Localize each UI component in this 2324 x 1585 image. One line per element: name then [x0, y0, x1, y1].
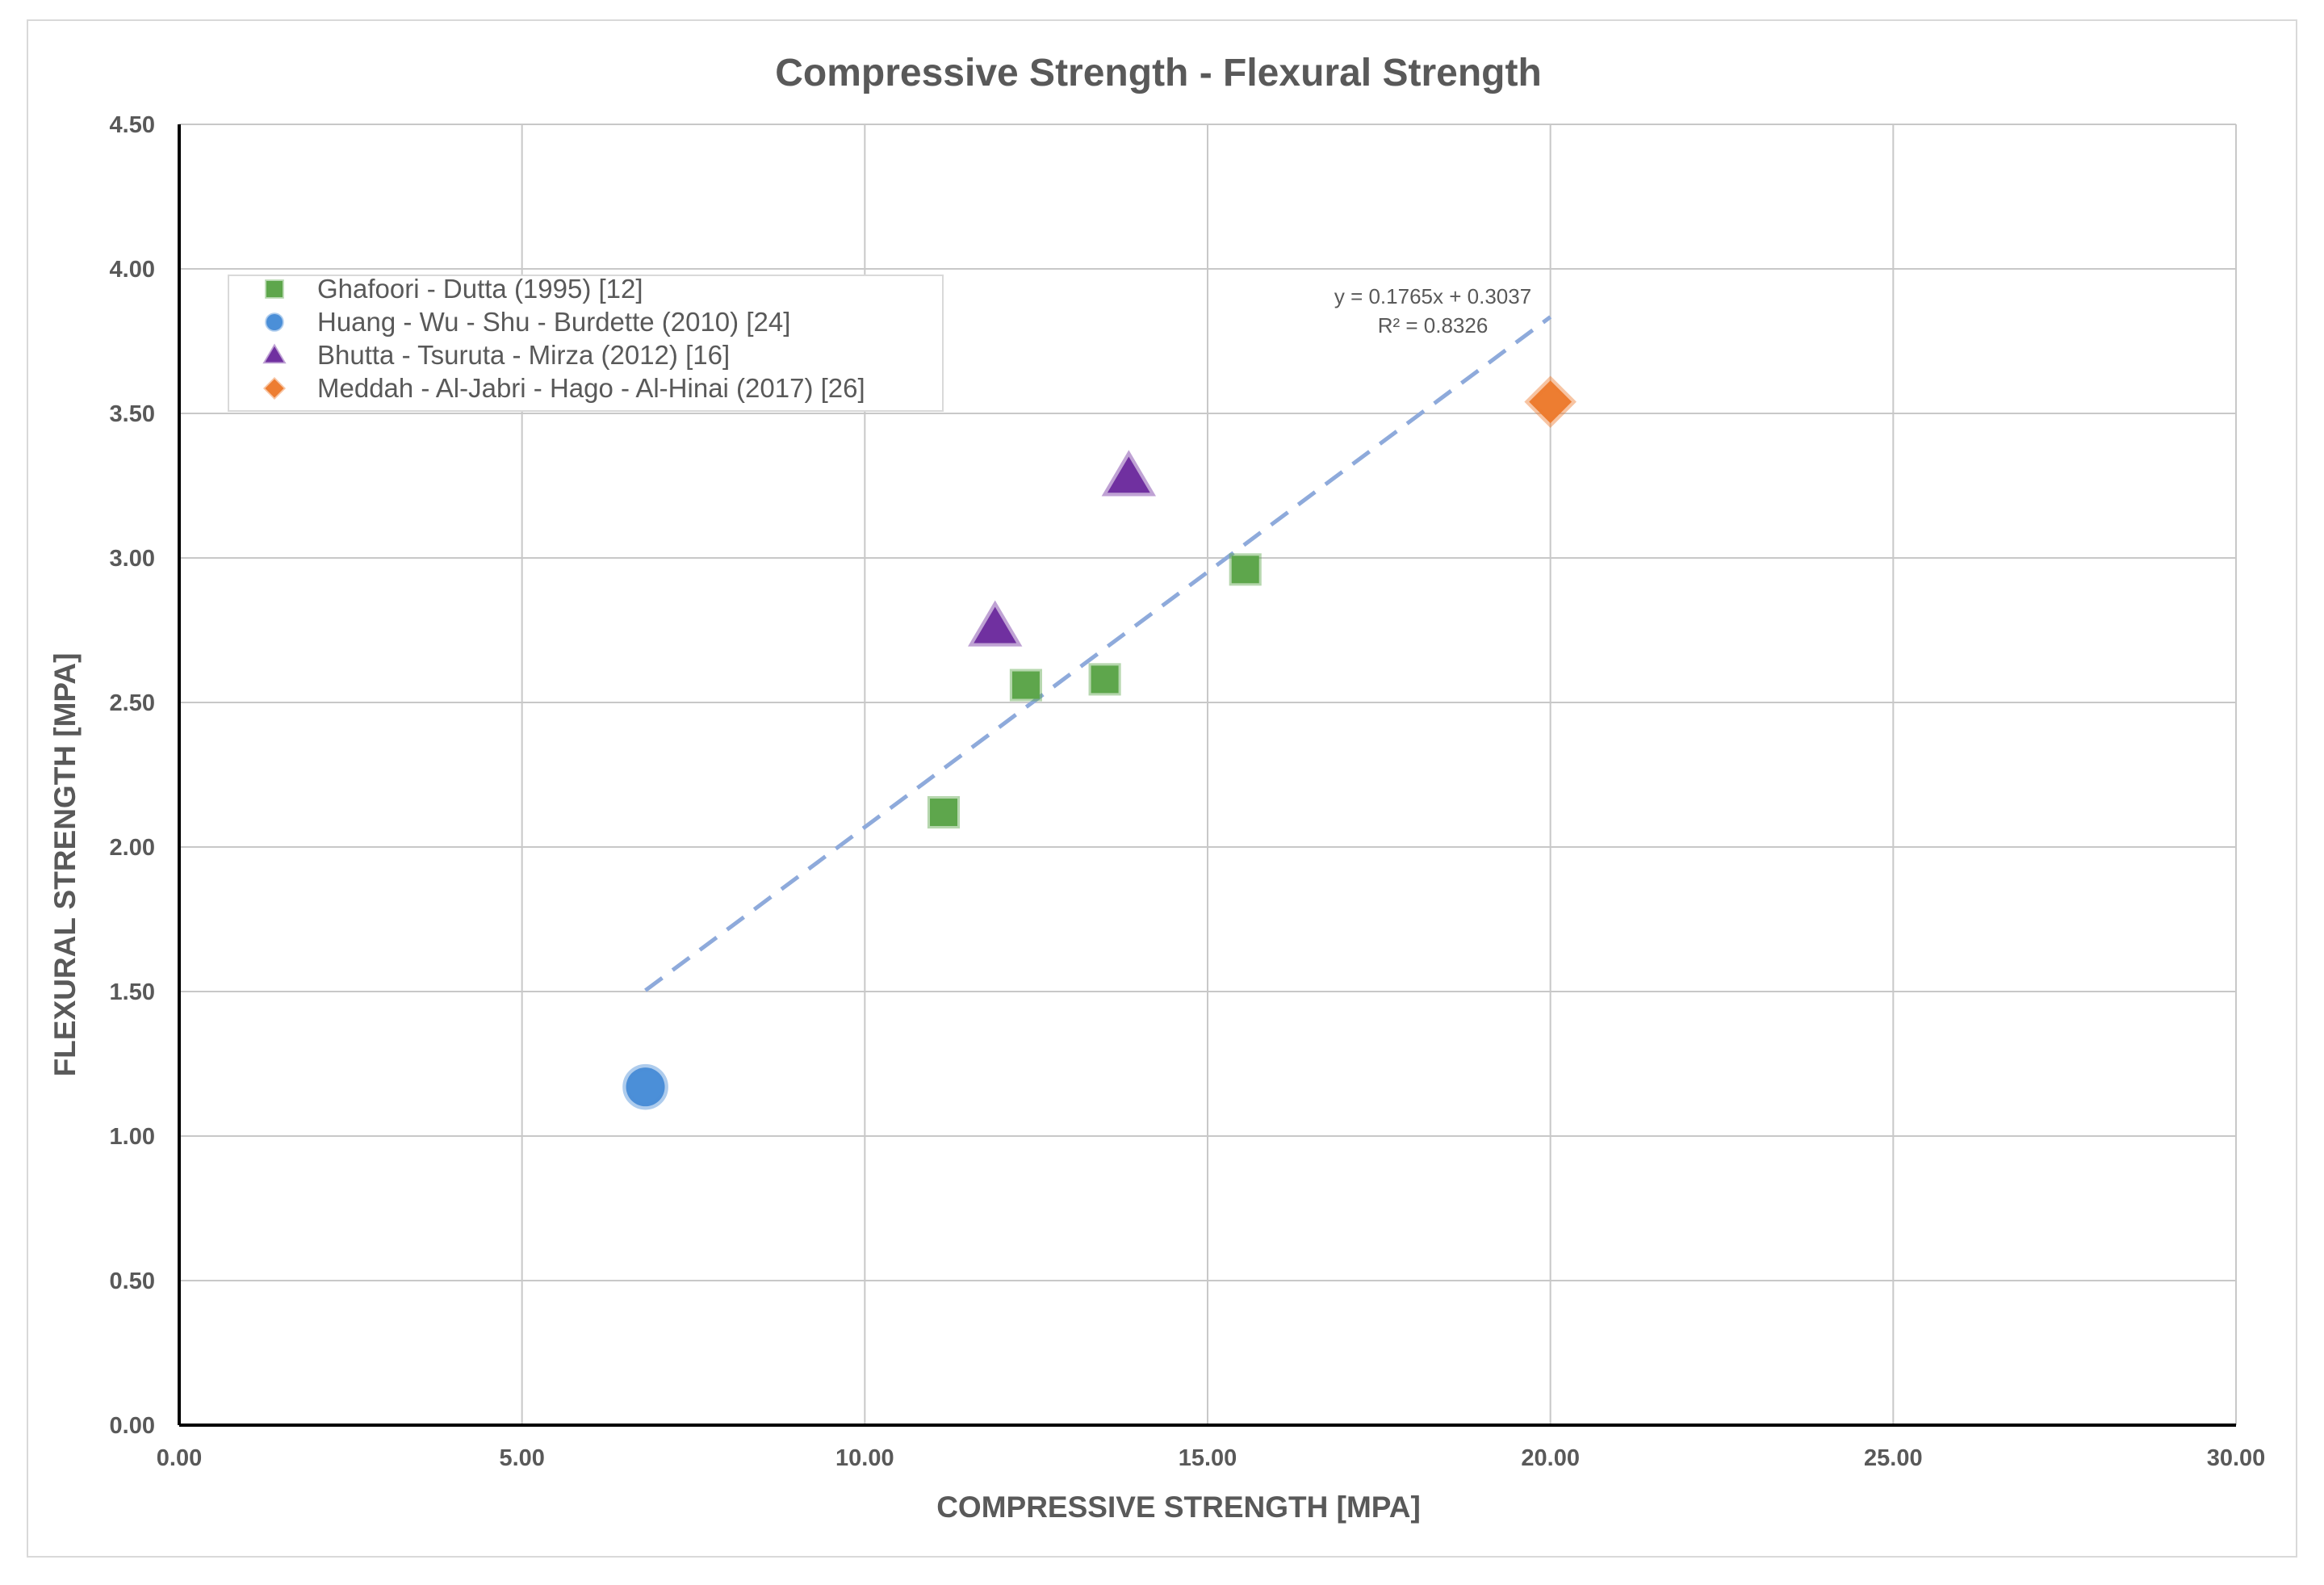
y-tick-label: 0.50 — [110, 1268, 155, 1294]
legend-label-bhutta: Bhutta - Tsuruta - Mirza (2012) [16] — [317, 340, 730, 370]
x-tick-label: 15.00 — [1179, 1445, 1237, 1471]
data-point-diamond — [1524, 375, 1577, 428]
legend-label-huang: Huang - Wu - Shu - Burdette (2010) [24] — [317, 307, 790, 337]
y-tick-label: 4.50 — [110, 112, 155, 138]
data-point-square — [927, 795, 961, 829]
data-point-triangle — [968, 600, 1023, 647]
y-tick-label: 1.00 — [110, 1124, 155, 1150]
legend-markers — [262, 279, 287, 400]
trendline-equation: y = 0.1765x + 0.3037 — [1334, 284, 1531, 308]
legend-box — [228, 275, 944, 412]
legend-label-ghafoori: Ghafoori - Dutta (1995) [12] — [317, 274, 643, 304]
x-tick-label: 20.00 — [1521, 1445, 1580, 1471]
x-axis-title: COMPRESSIVE STRENGTH [MPA] — [936, 1491, 1421, 1524]
data-point-triangle — [1101, 450, 1157, 497]
y-tick-label: 3.50 — [110, 401, 155, 427]
scatter-chart: Compressive Strength - Flexural Strength… — [48, 52, 2266, 1524]
legend-label-meddah: Meddah - Al-Jabri - Hago - Al-Hinai (201… — [317, 373, 865, 403]
y-tick-label: 3.00 — [110, 546, 155, 572]
x-tick-label: 10.00 — [835, 1445, 894, 1471]
legend-marker-circle — [265, 312, 284, 332]
legend-marker-triangle — [262, 343, 287, 364]
chart-title: Compressive Strength - Flexural Strength — [775, 52, 1542, 94]
trendline-path — [644, 315, 1552, 992]
y-tick-label: 1.50 — [110, 979, 155, 1005]
x-tick-label: 5.00 — [499, 1445, 544, 1471]
tick-labels: 0.00 0.50 1.00 1.50 2.00 2.50 3.00 3.50 4.00 4.50… — [110, 112, 2266, 1471]
y-axis-title: FLEXURAL STRENGTH [MPA] — [48, 653, 82, 1077]
data-point-circle — [622, 1063, 668, 1110]
trendline-r-squared: R² = 0.8326 — [1378, 313, 1489, 338]
y-tick-label: 2.00 — [110, 835, 155, 861]
data-markers — [622, 375, 1577, 1110]
y-tick-label: 2.50 — [110, 690, 155, 716]
x-tick-label: 25.00 — [1864, 1445, 1923, 1471]
data-point-square — [1229, 553, 1262, 586]
legend-marker-diamond — [262, 376, 287, 400]
legend-marker-square — [265, 279, 284, 299]
y-tick-label: 0.00 — [110, 1413, 155, 1439]
axes — [178, 124, 2236, 1427]
chart-frame: Compressive Strength - Flexural Strength… — [27, 19, 2297, 1558]
y-tick-label: 4.00 — [110, 257, 155, 283]
legend: Ghafoori - Dutta (1995) [12] Huang - Wu … — [228, 274, 944, 412]
x-tick-label: 0.00 — [157, 1445, 202, 1471]
data-point-square — [1009, 669, 1042, 702]
trendline — [644, 315, 1552, 992]
x-tick-label: 30.00 — [2207, 1445, 2266, 1471]
data-point-square — [1088, 663, 1121, 696]
